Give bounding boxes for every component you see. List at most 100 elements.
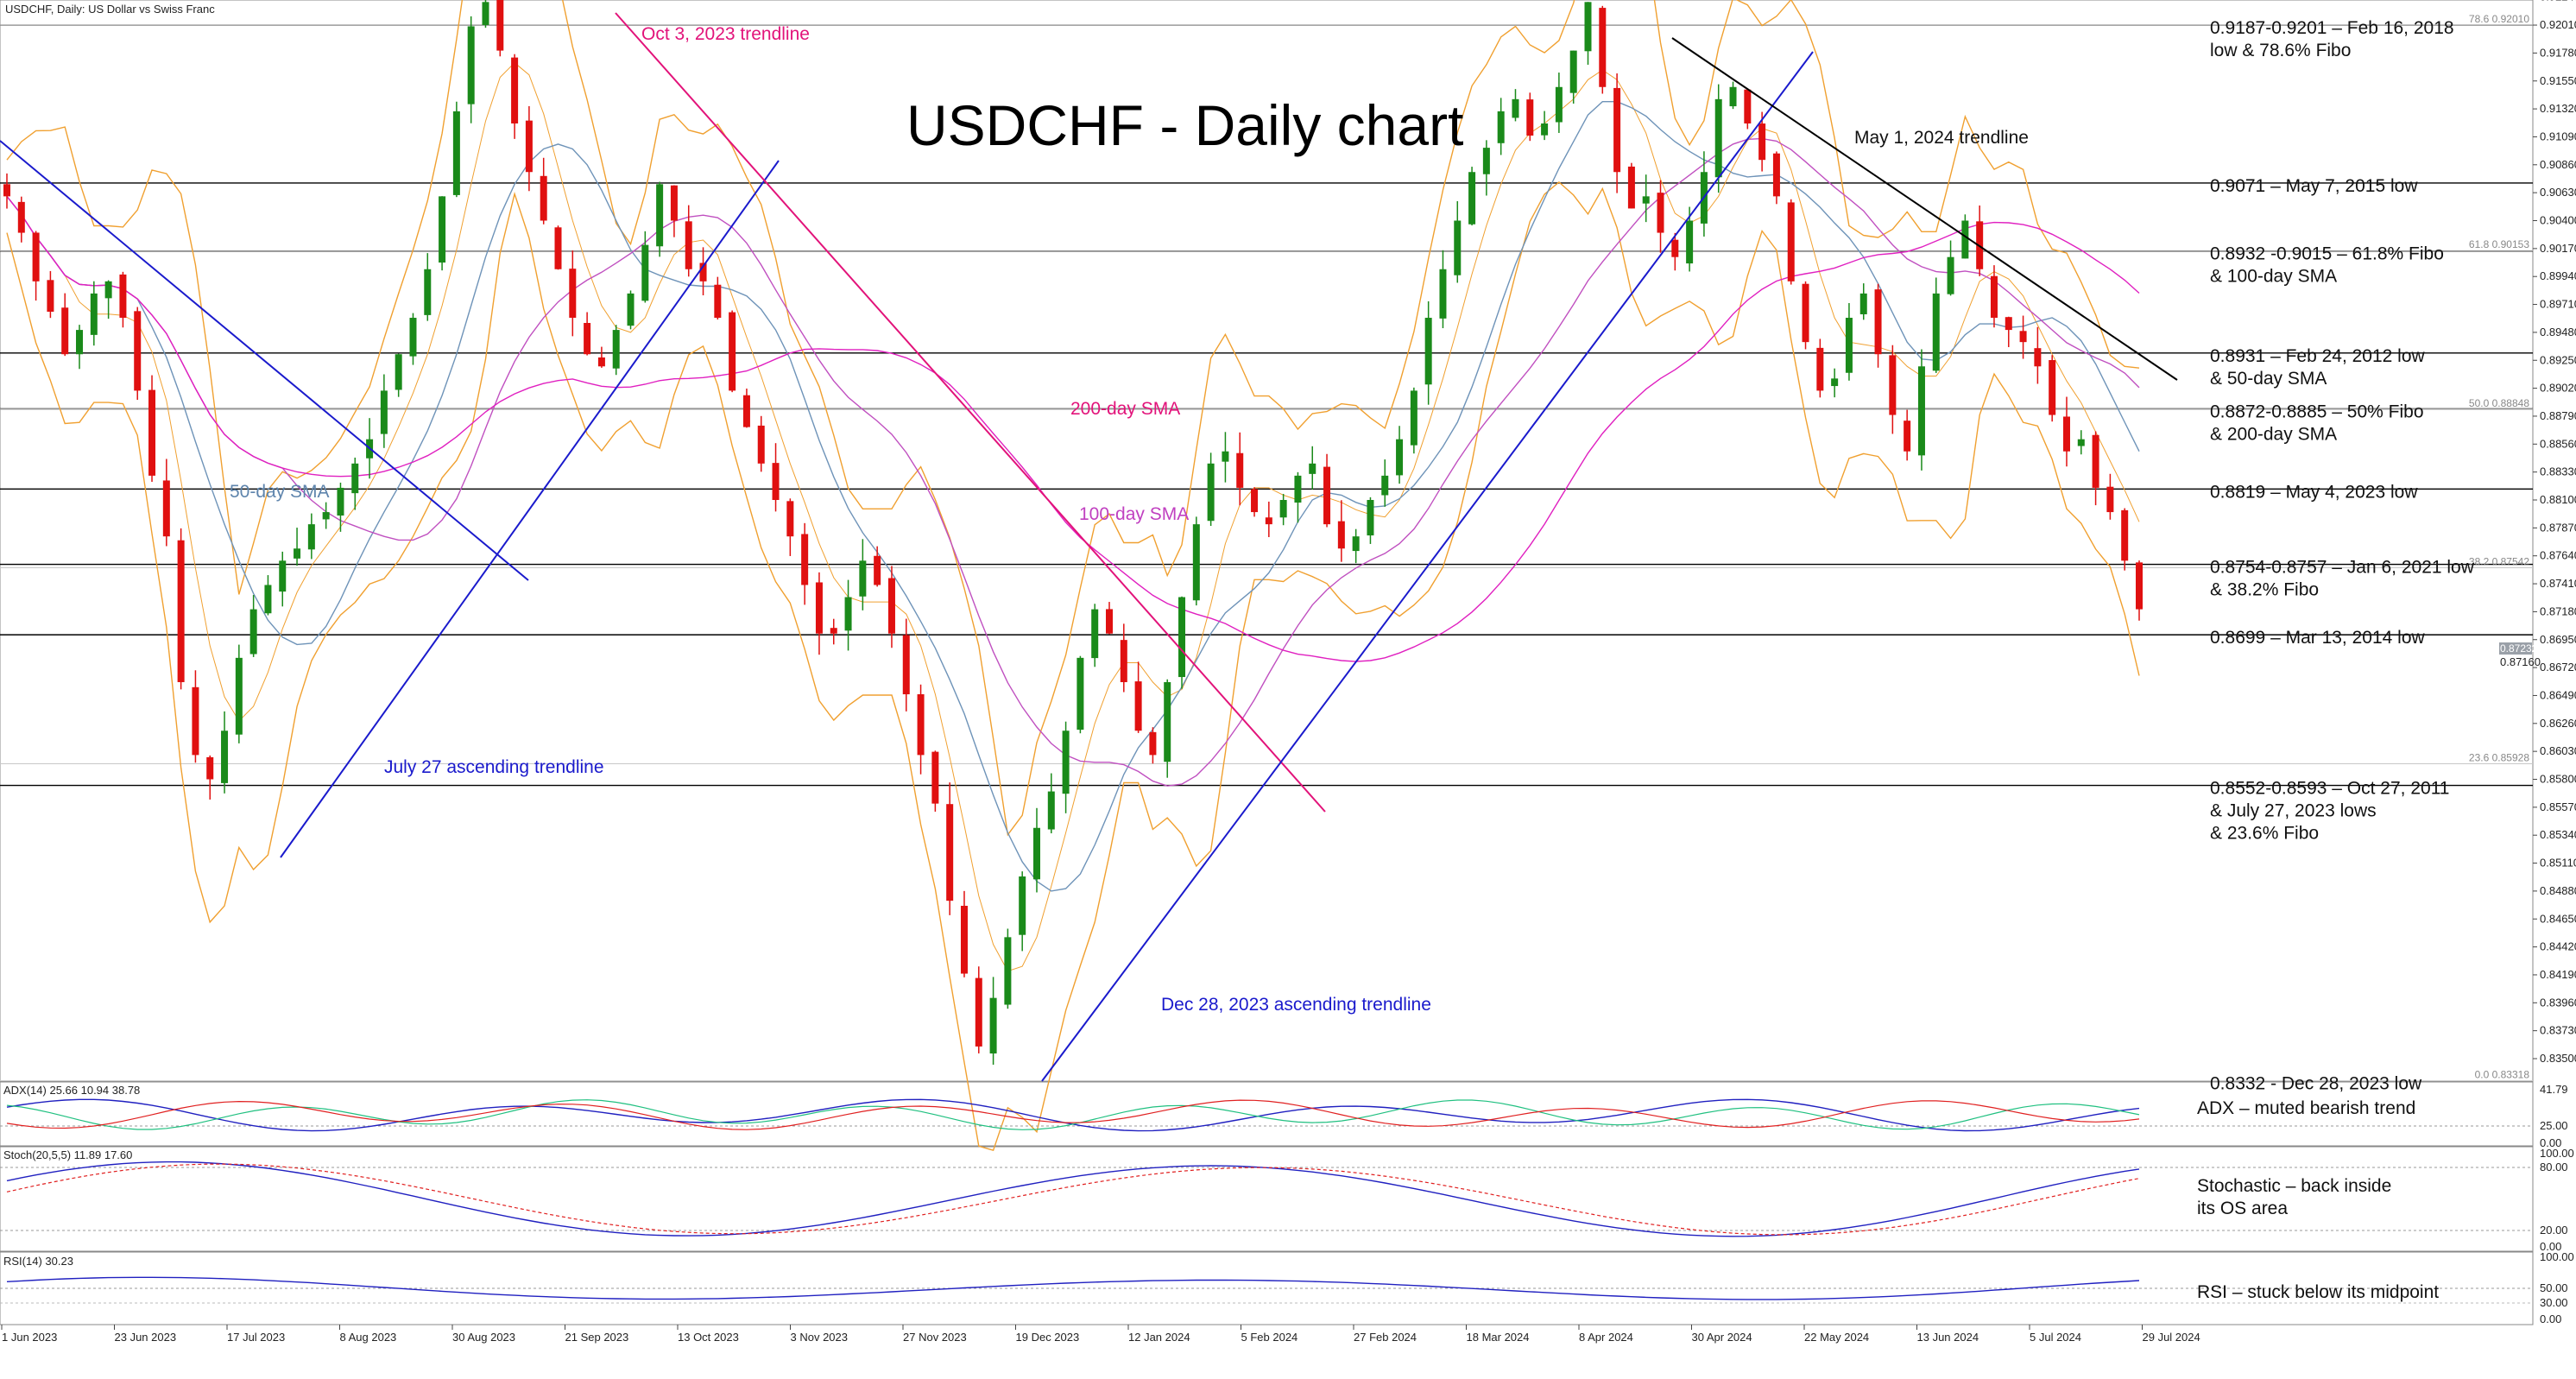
candle-body	[148, 389, 156, 476]
stoch-annotation-2: its OS area	[2197, 1199, 2288, 1218]
fibo-label: 78.6 0.92010	[2469, 13, 2529, 25]
candle-body	[714, 284, 722, 319]
candle-body	[1569, 50, 1577, 93]
candle-body	[1032, 827, 1040, 880]
candle-body	[47, 280, 54, 312]
sma50-line	[6, 101, 2140, 892]
candle-body	[1686, 220, 1694, 264]
candle-body	[1541, 123, 1549, 136]
candle-body	[1512, 98, 1519, 118]
current-price-2: 0.87160	[2500, 655, 2541, 668]
candle-body	[2005, 317, 2012, 331]
level-text: 0.8819 – May 4, 2023 low	[2210, 482, 2418, 502]
candle-body	[1120, 640, 1127, 682]
rsi-tick: 100.00	[2540, 1250, 2574, 1263]
candle-body	[1279, 500, 1287, 518]
candle-body	[1482, 148, 1490, 174]
price-axis: 0.924700.922400.920100.917800.915500.913…	[2533, 0, 2576, 1065]
price-tick-label: 0.85110	[2540, 857, 2576, 870]
candle-body	[1802, 283, 1809, 343]
candle-body	[627, 293, 635, 326]
july27-trendline-label: July 27 ascending trendline	[384, 757, 604, 777]
candle-body	[90, 293, 98, 335]
candle-body	[1323, 466, 1331, 525]
candle-body	[612, 330, 620, 369]
date-tick-label: 29 Jul 2024	[2143, 1331, 2200, 1344]
adx-tick: 41.79	[2540, 1083, 2568, 1096]
candle-body	[119, 274, 127, 319]
candle-body	[104, 281, 112, 299]
date-tick-label: 12 Jan 2024	[1128, 1331, 1190, 1344]
adx-label: ADX(14) 25.66 10.94 38.78	[3, 1084, 140, 1097]
candle-body	[1961, 220, 1969, 259]
price-tick-label: 0.92010	[2540, 18, 2576, 31]
candle-body	[322, 512, 330, 520]
candle-body	[424, 269, 432, 315]
level-annotations: 0.9187-0.9201 – Feb 16, 2018 low & 78.6% …	[2210, 18, 2475, 1093]
candle-body	[670, 185, 678, 221]
candle-body	[1947, 256, 1954, 294]
candle-body	[902, 635, 910, 695]
rsi-tick: 50.00	[2540, 1281, 2568, 1294]
indicator-lines: 41.7925.000.00100.0080.0020.000.00100.00…	[0, 1083, 2574, 1325]
trendline-early-descending	[0, 140, 529, 581]
candle-body	[3, 184, 10, 197]
candle-body	[830, 628, 837, 634]
candle-body	[1917, 366, 1925, 456]
candle-body	[1091, 609, 1099, 659]
candle-body	[1772, 153, 1780, 197]
candle-body	[1613, 87, 1621, 173]
fibo-labels: 78.6 0.92010 61.8 0.90153 50.0 0.88848 38.2…	[0, 13, 2533, 1082]
candle-body	[395, 354, 402, 390]
candle-body	[482, 2, 489, 25]
candle-body	[656, 184, 664, 247]
candle-body	[1236, 452, 1244, 488]
level-text-2: low & 78.6% Fibo	[2210, 41, 2351, 60]
stoch-annotation-1: Stochastic – back inside	[2197, 1176, 2391, 1196]
candle-body	[1671, 239, 1679, 257]
candle-body	[467, 26, 475, 104]
date-tick-label: 21 Sep 2023	[565, 1331, 629, 1344]
level-text-2: & July 27, 2023 lows	[2210, 801, 2377, 821]
current-price: 0.87232	[2500, 642, 2538, 655]
adx-annotation: ADX – muted bearish trend	[2197, 1098, 2415, 1118]
candle-body	[1990, 275, 1998, 319]
fibo-label: 50.0 0.88848	[2469, 397, 2529, 409]
candle-body	[1164, 681, 1171, 762]
candle-body	[496, 0, 504, 51]
candle-body	[452, 111, 460, 195]
date-tick-label: 22 May 2024	[1804, 1331, 1869, 1344]
candle-body	[1787, 202, 1795, 281]
candle-body	[1468, 172, 1476, 225]
rsi-tick: 0.00	[2540, 1313, 2561, 1325]
stoch-label: Stoch(20,5,5) 11.89 17.60	[3, 1148, 132, 1161]
candle-body	[1932, 293, 1940, 371]
stoch-tick: 0.00	[2540, 1240, 2561, 1253]
candle-body	[815, 582, 823, 634]
candle-body	[1744, 89, 1752, 123]
candle-body	[569, 269, 577, 319]
candle-body	[699, 263, 707, 281]
candle-body	[641, 244, 649, 301]
level-text-2: & 200-day SMA	[2210, 425, 2337, 445]
trendline-oct3	[615, 12, 1326, 813]
date-tick-label: 27 Nov 2023	[903, 1331, 967, 1344]
candle-body	[2077, 439, 2085, 446]
candle-body	[1309, 463, 1316, 474]
candle-body	[1874, 289, 1882, 355]
candle-body	[1845, 318, 1853, 373]
dec28-trendline-label: Dec 28, 2023 ascending trendline	[1161, 995, 1431, 1015]
stoch-tick: 80.00	[2540, 1161, 2568, 1173]
adx-tick: 0.00	[2540, 1136, 2561, 1149]
candle-body	[134, 311, 142, 391]
date-tick-label: 18 Mar 2024	[1467, 1331, 1530, 1344]
candle-body	[307, 524, 315, 550]
